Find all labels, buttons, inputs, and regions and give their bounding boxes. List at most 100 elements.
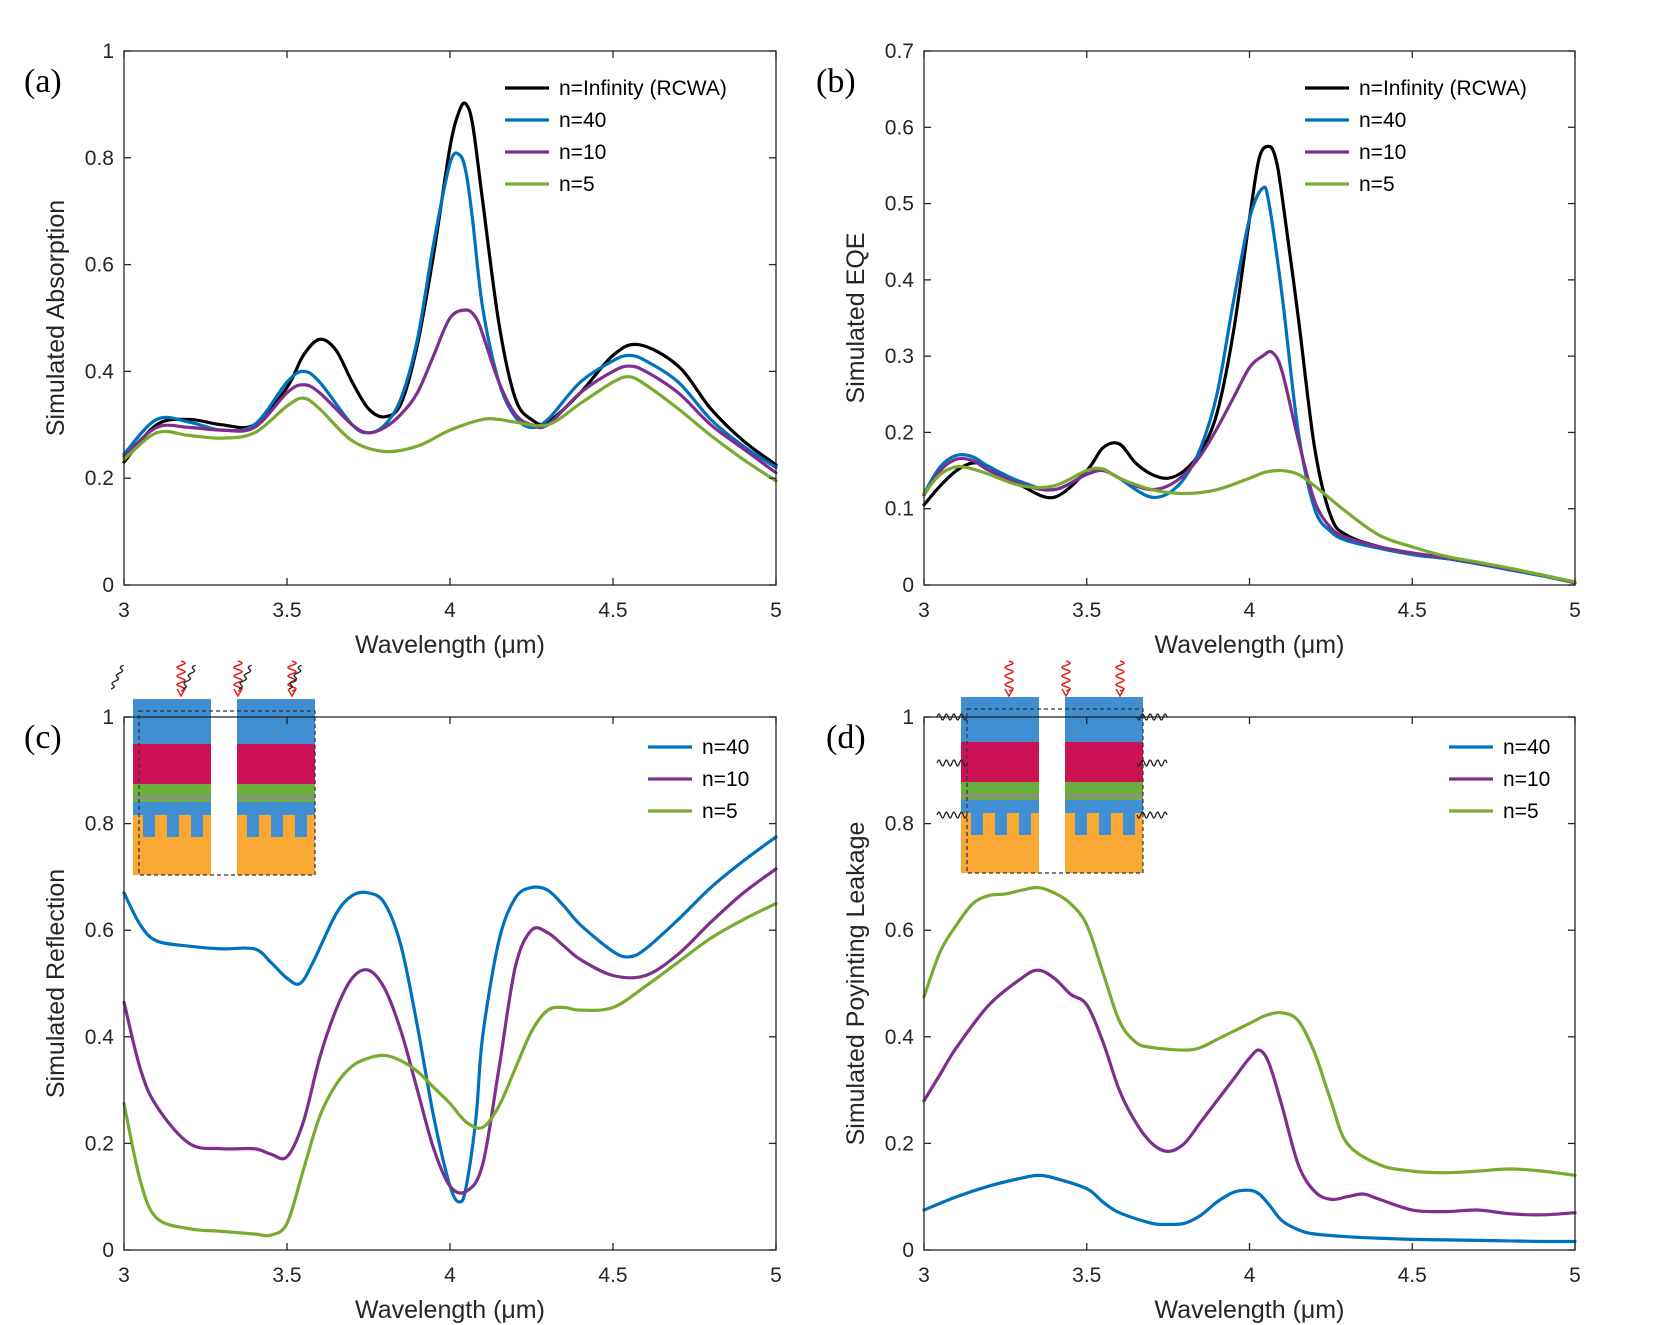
inset-layer — [133, 699, 211, 744]
inset-layer — [237, 744, 315, 784]
inset-layer — [237, 784, 315, 796]
y-tick-label: 0.7 — [885, 40, 914, 63]
inset-unit-cell-outline — [138, 710, 316, 876]
inset-layer — [237, 799, 315, 802]
inset-layer — [1065, 742, 1143, 782]
inset-grating-tooth — [1075, 813, 1087, 835]
y-tick-label: 0.3 — [885, 345, 914, 368]
arrow-head-icon — [233, 688, 243, 698]
y-tick-label: 1 — [902, 706, 914, 729]
x-tick-label: 4.5 — [1398, 599, 1427, 622]
arrow-head-icon — [287, 688, 297, 698]
chart-panel-a: 3 3.5 4 4.5 5 0 0.2 0.4 0.6 0.8 1 Wavelength (μm) Si… — [24, 40, 782, 659]
y-tick-label: 0.8 — [85, 813, 114, 836]
incident-wave-icon — [233, 660, 243, 692]
x-tick-label: 4 — [1244, 1264, 1256, 1287]
y-tick-label: 0.2 — [85, 467, 114, 490]
legend-entry: n=40 — [1359, 109, 1406, 132]
x-tick-label: 4.5 — [598, 1264, 627, 1287]
inset-grating-tooth — [295, 815, 307, 837]
panel-label: (b) — [816, 63, 856, 100]
series-line-n-5 — [122, 375, 778, 483]
inset-unit-cell-outline — [966, 708, 1144, 874]
plot-area — [924, 51, 1575, 585]
inset-layer — [1065, 800, 1143, 813]
x-tick-label: 5 — [770, 1264, 782, 1287]
legend-entry: n=10 — [1503, 768, 1550, 791]
y-axis-label: Simulated Reflection — [42, 869, 70, 1098]
series-line-n-infinity-rcwa- — [122, 101, 778, 467]
inset-d-waves — [936, 660, 1168, 819]
inset-grating-tooth — [191, 815, 203, 837]
arrow-head-icon — [176, 688, 186, 698]
y-axis-label: Simulated EQE — [842, 233, 870, 404]
y-tick-label: 0.6 — [85, 254, 114, 277]
inset-layer — [961, 742, 1039, 782]
y-tick-label: 0.4 — [885, 1026, 915, 1049]
inset-layer — [961, 797, 1039, 800]
legend-entry: n=5 — [559, 173, 595, 196]
inset-grating-tooth — [167, 815, 179, 837]
legend-entry: n=5 — [1359, 173, 1395, 196]
incident-wave-icon — [1061, 660, 1071, 692]
arrow-head-icon — [1061, 688, 1071, 698]
legend-entry: n=10 — [1359, 141, 1406, 164]
panel-label: (d) — [826, 719, 866, 756]
x-tick-label: 4 — [1244, 599, 1256, 622]
legend-entry: n=10 — [559, 141, 606, 164]
inset-layer — [133, 784, 211, 796]
y-tick-label: 0.1 — [885, 498, 914, 521]
reflected-wave-icon — [238, 664, 252, 690]
panel-label: (a) — [24, 63, 62, 100]
x-tick-label: 3 — [118, 1264, 130, 1287]
x-tick-label: 3.5 — [272, 1264, 301, 1287]
inset-layer — [237, 802, 315, 815]
leakage-wave-left-icon — [936, 811, 968, 819]
y-tick-label: 0 — [902, 1239, 914, 1262]
legend-entry: n=40 — [559, 109, 606, 132]
chart-panel-c: 3 3.5 4 4.5 5 0 0.2 0.4 0.6 0.8 1 Wavelength (μm) Si… — [24, 699, 782, 1324]
y-tick-label: 0 — [102, 1239, 114, 1262]
x-axis-label: Wavelength (μm) — [1155, 631, 1345, 659]
leakage-wave-left-icon — [936, 759, 968, 767]
inset-grating-tooth — [271, 815, 283, 837]
chart-panel-d: 3 3.5 4 4.5 5 0 0.2 0.4 0.6 0.8 1 Wavelength (μm) Si… — [826, 697, 1581, 1324]
y-axis-label: Simulated Absorption — [42, 200, 70, 436]
y-tick-label: 0 — [902, 574, 914, 597]
x-tick-label: 3 — [918, 599, 930, 622]
inset-c-waves — [110, 660, 302, 698]
legend-entry: n=Infinity (RCWA) — [559, 77, 727, 100]
inset-grating-tooth — [1099, 813, 1111, 835]
x-tick-label: 3.5 — [1072, 1264, 1101, 1287]
panel-label: (c) — [24, 719, 62, 756]
series-line-n-40 — [122, 151, 778, 470]
y-tick-label: 0.8 — [885, 813, 914, 836]
series-line-n-5 — [922, 464, 1577, 584]
x-tick-label: 5 — [770, 599, 782, 622]
incident-wave-icon — [1004, 660, 1014, 692]
y-tick-label: 1 — [102, 706, 114, 729]
incident-wave-icon — [287, 660, 297, 692]
inset-grating-tooth — [1123, 813, 1135, 835]
legend-entry: n=10 — [702, 768, 749, 791]
x-tick-label: 3 — [918, 1264, 930, 1287]
chart-panel-b: 3 3.5 4 4.5 5 0 0.1 0.2 0.3 0.4 0.5 0.6 0.7 Wavelengt… — [816, 40, 1581, 659]
legend-entry: n=5 — [702, 800, 738, 823]
x-tick-label: 4.5 — [598, 599, 627, 622]
reflected-wave-icon — [288, 664, 302, 690]
y-tick-label: 0.4 — [85, 360, 115, 383]
x-tick-label: 4.5 — [1398, 1264, 1427, 1287]
inset-grating-tooth — [247, 815, 259, 837]
series-line-n-40 — [922, 1173, 1577, 1244]
y-tick-label: 1 — [102, 40, 114, 63]
inset-layer — [961, 800, 1039, 813]
series-line-n-10 — [122, 867, 778, 1195]
legend-entry: n=40 — [1503, 736, 1550, 759]
x-tick-label: 5 — [1569, 1264, 1581, 1287]
inset-layer — [1065, 782, 1143, 794]
y-tick-label: 0.4 — [85, 1026, 115, 1049]
y-tick-label: 0.4 — [885, 269, 915, 292]
y-tick-label: 0.2 — [85, 1132, 114, 1155]
y-tick-label: 0.2 — [885, 1132, 914, 1155]
leakage-wave-right-icon — [1136, 811, 1168, 819]
